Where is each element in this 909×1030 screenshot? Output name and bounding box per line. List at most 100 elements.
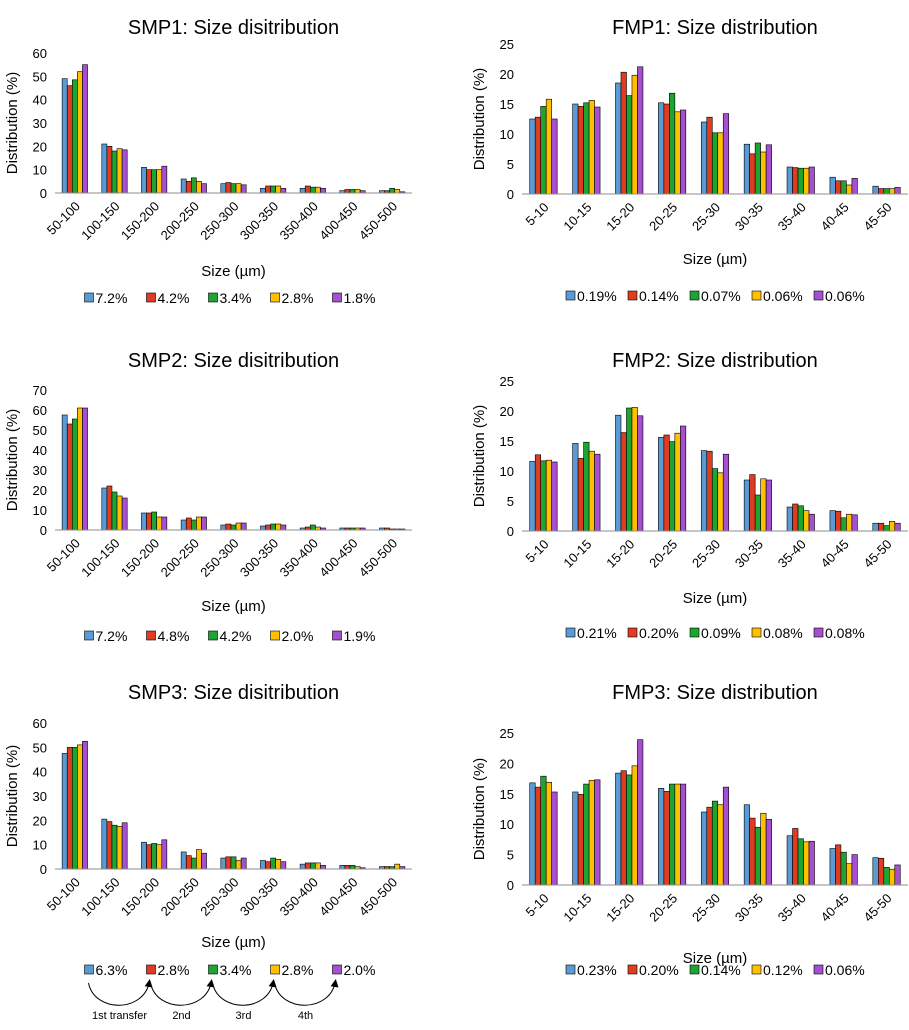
bar: [529, 782, 536, 886]
bar: [545, 459, 552, 532]
x-tick-label: 200-250: [158, 536, 202, 580]
bar: [389, 188, 396, 194]
bar: [835, 180, 842, 195]
y-tick-label: 0: [507, 524, 514, 539]
bar: [717, 472, 724, 532]
legend-label: 2.0%: [282, 628, 314, 644]
bar: [829, 848, 836, 886]
x-tick-label: 10-15: [560, 537, 594, 571]
legend-swatch: [146, 292, 156, 303]
x-tick-label: 250-300: [197, 536, 241, 580]
bar: [116, 495, 123, 531]
y-tick-label: 10: [500, 464, 514, 479]
y-tick-label: 10: [500, 817, 514, 832]
y-tick-label: 0: [507, 187, 514, 202]
bar: [594, 453, 601, 532]
bar: [851, 178, 858, 195]
bar: [106, 821, 113, 870]
x-axis-label: Size (µm): [683, 251, 747, 268]
bar: [280, 524, 287, 531]
bar: [121, 497, 128, 531]
legend-swatch: [627, 964, 638, 975]
bar: [706, 116, 713, 195]
legend-swatch: [84, 630, 94, 641]
bar: [534, 116, 542, 195]
bar: [260, 525, 266, 531]
bar: [270, 857, 277, 870]
bar: [583, 783, 590, 886]
bar: [583, 441, 590, 532]
bar: [829, 510, 836, 532]
bar: [803, 841, 810, 886]
transfer-arrow: [274, 979, 339, 1006]
y-tick-label: 60: [33, 403, 47, 418]
bar: [116, 826, 123, 870]
bar: [797, 838, 804, 886]
x-tick-label: 15-20: [603, 200, 637, 234]
legend: 0.21% 0.20% 0.09% 0.08% 0.08%: [565, 625, 865, 641]
bar: [201, 852, 207, 870]
legend-swatch: [627, 290, 638, 301]
bar: [201, 516, 207, 531]
bar: [797, 505, 804, 532]
x-tick-label: 15-20: [603, 537, 637, 571]
bar: [71, 747, 78, 870]
bar: [180, 178, 187, 194]
bar: [146, 844, 152, 870]
legend-label: 0.14%: [701, 962, 741, 978]
bar: [883, 867, 890, 886]
bar: [700, 121, 708, 195]
bar: [749, 474, 756, 532]
legend-swatch: [332, 630, 342, 641]
x-tick-label: 45-50: [861, 537, 895, 571]
bar: [225, 856, 232, 870]
legend-swatch: [332, 964, 342, 975]
legend-swatch: [813, 627, 824, 638]
chart-title: SMP3: Size disitribution: [128, 682, 339, 704]
legend-swatch: [332, 292, 342, 303]
bar: [190, 519, 197, 531]
bar: [760, 151, 767, 195]
bar: [111, 150, 118, 194]
y-tick-label: 5: [507, 494, 514, 509]
bar: [156, 844, 163, 870]
bar: [265, 861, 271, 870]
bar: [270, 523, 277, 531]
bar: [190, 857, 197, 870]
bar: [835, 510, 842, 532]
bar: [700, 450, 708, 532]
bar: [180, 851, 187, 870]
x-tick-label: 100-150: [78, 199, 122, 243]
x-tick-label: 50-100: [44, 536, 83, 575]
bar: [663, 791, 670, 886]
bar: [299, 188, 306, 194]
y-tick-label: 70: [33, 383, 47, 398]
bar: [620, 770, 627, 886]
legend-label: 2.8%: [282, 290, 314, 306]
legend-swatch: [689, 964, 700, 975]
bar: [106, 146, 113, 194]
bar: [669, 92, 676, 195]
legend-swatch: [208, 630, 218, 641]
y-tick-label: 50: [33, 740, 47, 755]
bar: [615, 82, 622, 195]
bar: [66, 85, 73, 194]
bar: [61, 753, 68, 870]
legend-swatch: [689, 290, 700, 301]
bar: [545, 781, 552, 886]
x-tick-label: 200-250: [158, 875, 202, 919]
bar: [260, 860, 266, 870]
bar: [545, 98, 552, 195]
bar: [82, 407, 88, 531]
bar: [829, 176, 836, 195]
chart-title: SMP1: Size disitribution: [128, 17, 339, 39]
bar: [808, 840, 815, 886]
bar: [572, 103, 579, 195]
transfer-arrow: [212, 979, 277, 1006]
y-tick-label: 10: [33, 163, 47, 178]
bar: [111, 491, 118, 531]
bar: [235, 522, 242, 531]
legend: 7.2% 4.8% 4.2% 2.0% 1.9%: [84, 628, 375, 644]
y-tick-label: 20: [33, 483, 47, 498]
legend-label: 4.2%: [220, 628, 252, 644]
